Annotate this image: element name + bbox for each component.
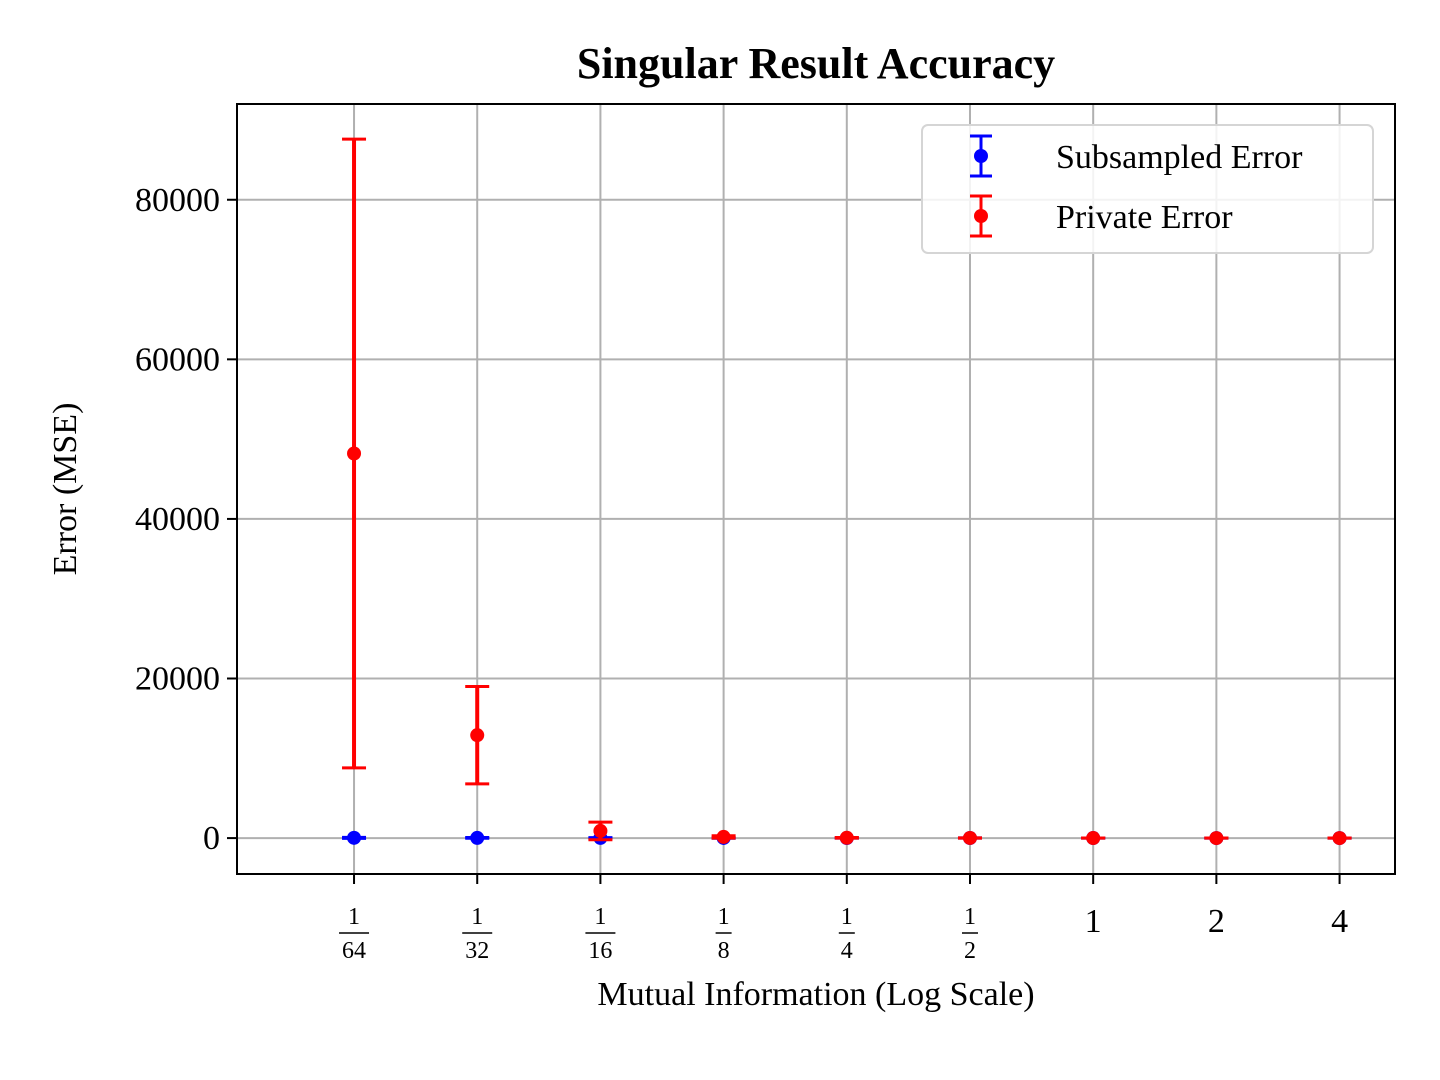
series-private-error [342,137,1352,846]
data-point [347,446,362,461]
y-axis-ticks: 0 20000 40000 60000 80000 [135,182,237,857]
legend-marker-icon [974,149,988,163]
data-point [347,830,362,845]
legend: Subsampled Error Private Error [921,124,1374,254]
x-tick-label-denominator: 4 [841,938,853,964]
data-point [1332,831,1347,846]
legend-box [921,124,1374,254]
x-tick-label-numerator: 1 [594,904,606,930]
legend-label: Private Error [1056,199,1233,236]
x-tick-label: 2 [1208,903,1225,940]
legend-marker-icon [974,209,988,223]
data-point [470,830,485,845]
x-tick-label-numerator: 1 [841,904,853,930]
x-tick-label-denominator: 16 [588,938,612,964]
x-tick-label-numerator: 1 [964,904,976,930]
x-axis-label: Mutual Information (Log Scale) [597,976,1034,1013]
data-point [716,829,731,844]
chart-title: Singular Result Accuracy [577,39,1055,88]
y-axis-label: Error (MSE) [47,403,84,576]
x-tick-label-denominator: 2 [964,938,976,964]
x-axis-ticks: 1 64 1 32 1 16 1 8 1 4 1 2 1 2 4 [339,874,1348,964]
y-tick-label: 60000 [135,341,220,378]
x-tick-label: 4 [1331,903,1348,940]
y-tick-label: 80000 [135,182,220,219]
data-point [839,830,854,845]
data-point [1209,831,1224,846]
plot-frame [236,103,1396,875]
data-point [1086,831,1101,846]
series-layer [342,137,1352,846]
x-tick-label-denominator: 32 [465,938,489,964]
data-point [962,830,977,845]
legend-label: Subsampled Error [1056,139,1303,176]
legend-entry: Private Error [970,194,1233,238]
x-tick-label-denominator: 8 [718,938,730,964]
y-tick-label: 40000 [135,501,220,538]
y-tick-label: 20000 [135,661,220,698]
y-tick-label: 0 [203,820,220,857]
x-tick-label-numerator: 1 [718,904,730,930]
x-tick-label-denominator: 64 [342,938,366,964]
data-point [470,728,485,743]
x-tick-label-numerator: 1 [348,904,360,930]
x-tick-label: 1 [1085,903,1102,940]
x-tick-label-numerator: 1 [471,904,483,930]
legend-entry: Subsampled Error [970,134,1303,178]
data-point [593,823,608,838]
